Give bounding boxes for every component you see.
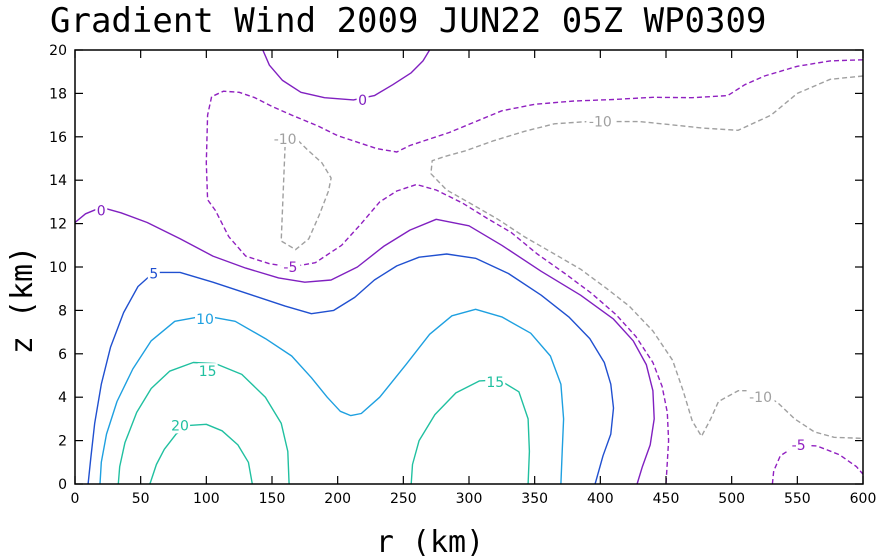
y-tick-label: 16 bbox=[49, 130, 67, 146]
contour-label-background bbox=[195, 311, 216, 328]
x-tick-label: 100 bbox=[193, 491, 220, 507]
contour-label-background bbox=[147, 265, 160, 282]
x-tick-label: 250 bbox=[390, 491, 417, 507]
y-axis-label: z (km) bbox=[5, 246, 40, 354]
contour-layer: 20 15 15 10 5 0 0 -5 -5 -10 -10 -10 bbox=[74, 49, 864, 485]
contour-line-5 bbox=[87, 253, 615, 485]
contour-label-background bbox=[746, 389, 775, 406]
contour-label-minus-10: -10 bbox=[749, 390, 772, 406]
y-tick-label: 14 bbox=[49, 173, 67, 189]
contour-label-10: 10 bbox=[196, 312, 214, 328]
x-tick-label: 450 bbox=[653, 491, 680, 507]
contour-label-minus-10: -10 bbox=[274, 132, 297, 148]
contour-line-15 bbox=[410, 379, 531, 485]
contour-line-minus-5 bbox=[771, 444, 864, 485]
x-axis-label: r (km) bbox=[376, 525, 484, 559]
contour-label-0: 0 bbox=[358, 93, 367, 109]
plot-frame bbox=[74, 49, 864, 485]
x-tick-label: 550 bbox=[784, 491, 811, 507]
contour-line-minus-10 bbox=[280, 136, 332, 251]
contour-label-minus-5: -5 bbox=[792, 438, 806, 454]
y-tick-label: 0 bbox=[58, 477, 67, 493]
chart-title: Gradient Wind 2009 JUN22 05Z WP0309 bbox=[50, 1, 766, 41]
contour-line-0 bbox=[74, 206, 655, 485]
contour-label-0: 0 bbox=[97, 204, 106, 220]
contour-line-15 bbox=[117, 361, 290, 485]
contour-label-background bbox=[586, 113, 615, 130]
y-tick-label: 8 bbox=[58, 303, 67, 319]
y-tick-label: 6 bbox=[58, 347, 67, 363]
x-tick-label: 50 bbox=[132, 491, 150, 507]
contour-label-background bbox=[95, 202, 108, 219]
contour-label-background bbox=[280, 259, 301, 275]
y-tick-label: 12 bbox=[49, 217, 67, 233]
y-tick-label: 10 bbox=[49, 260, 67, 276]
contour-label-background bbox=[788, 436, 809, 453]
contour-label-background bbox=[271, 130, 300, 147]
contour-label-minus-5: -5 bbox=[283, 260, 297, 276]
contour-line-minus-10 bbox=[430, 75, 864, 440]
y-tick-label: 4 bbox=[58, 390, 67, 406]
y-tick-label: 2 bbox=[58, 434, 67, 450]
contour-label-background bbox=[197, 363, 218, 380]
contour-label-background bbox=[170, 417, 191, 434]
contour-label-background bbox=[356, 91, 369, 108]
contour-line-minus-5 bbox=[205, 59, 864, 485]
contour-label-background bbox=[485, 374, 506, 391]
x-tick-label: 0 bbox=[71, 491, 80, 507]
x-tick-label: 600 bbox=[850, 491, 877, 507]
x-tick-label: 350 bbox=[521, 491, 548, 507]
x-tick-label: 300 bbox=[456, 491, 483, 507]
contour-label-15: 15 bbox=[486, 375, 504, 391]
contour-line-0 bbox=[262, 49, 431, 101]
contour-line-20 bbox=[149, 423, 253, 485]
x-tick-label: 150 bbox=[259, 491, 286, 507]
y-tick-label: 20 bbox=[49, 43, 67, 59]
y-axis: 0 2 4 6 8 10 12 14 16 18 20 bbox=[49, 43, 863, 493]
y-tick-label: 18 bbox=[49, 86, 67, 102]
contour-label-minus-10: -10 bbox=[589, 115, 612, 131]
x-tick-label: 400 bbox=[587, 491, 614, 507]
contour-label-15: 15 bbox=[199, 364, 217, 380]
contour-label-5: 5 bbox=[149, 267, 158, 283]
x-tick-label: 200 bbox=[324, 491, 351, 507]
contour-label-20: 20 bbox=[171, 418, 189, 434]
contour-line-10 bbox=[99, 308, 565, 485]
x-axis: 0 50 100 150 200 250 300 350 400 450 500 550 600 bbox=[71, 50, 877, 507]
x-tick-label: 500 bbox=[718, 491, 745, 507]
